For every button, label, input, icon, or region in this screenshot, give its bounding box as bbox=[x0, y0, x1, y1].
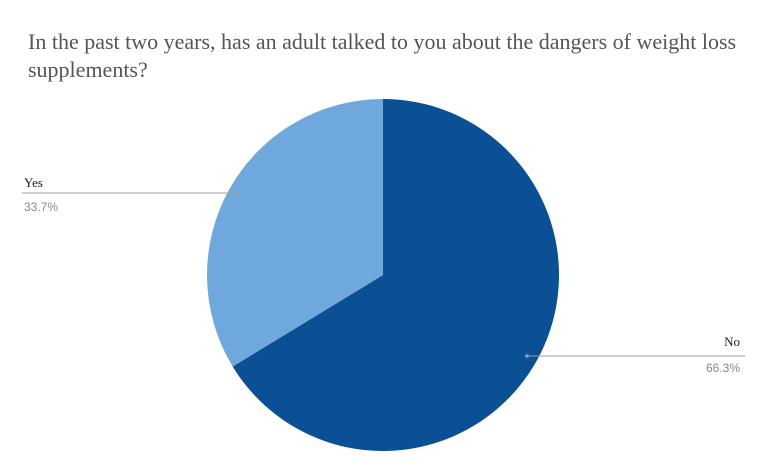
slice-percent-no: 66.3% bbox=[706, 361, 740, 375]
chart-title: In the past two years, has an adult talk… bbox=[28, 29, 737, 82]
slice-labels: No 66.3% Yes 33.7% bbox=[24, 175, 740, 375]
slice-label-yes: Yes bbox=[24, 175, 43, 190]
pie-slice-yes bbox=[207, 99, 383, 367]
pie-slices bbox=[207, 99, 560, 452]
leader-lines bbox=[22, 191, 745, 358]
slice-label-no: No bbox=[724, 334, 740, 349]
slice-percent-yes: 33.7% bbox=[24, 200, 58, 214]
pie-slice-no bbox=[232, 99, 560, 452]
